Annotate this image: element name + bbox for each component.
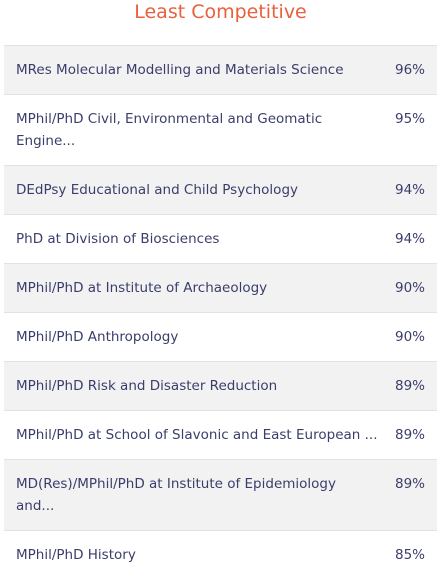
- program-name: DEdPsy Educational and Child Psychology: [16, 182, 299, 198]
- table-row: MPhil/PhD Civil, Environmental and Geoma…: [4, 94, 437, 165]
- table-row: MRes Molecular Modelling and Materials S…: [4, 45, 437, 94]
- table-row: MPhil/PhD History 85%: [4, 530, 437, 579]
- acceptance-rate: 89%: [394, 427, 425, 443]
- program-name: MPhil/PhD Risk and Disaster Reduction: [16, 378, 278, 394]
- program-name: MRes Molecular Modelling and Materials S…: [16, 62, 344, 78]
- acceptance-rate: 90%: [394, 280, 425, 296]
- table-row: MPhil/PhD at Institute of Archaeology 90%: [4, 263, 437, 312]
- program-name: MPhil/PhD at Institute of Archaeology: [16, 280, 268, 296]
- table-row: MPhil/PhD Risk and Disaster Reduction 89%: [4, 361, 437, 410]
- table-row: MPhil/PhD at School of Slavonic and East…: [4, 410, 437, 459]
- acceptance-rate: 89%: [394, 476, 425, 492]
- acceptance-rate: 85%: [394, 547, 425, 563]
- table-row: MD(Res)/MPhil/PhD at Institute of Epidem…: [4, 459, 437, 530]
- acceptance-rate: 95%: [394, 111, 425, 127]
- table-row: DEdPsy Educational and Child Psychology 9…: [4, 165, 437, 214]
- program-name: PhD at Division of Biosciences: [16, 231, 220, 247]
- program-name: MPhil/PhD Anthropology: [16, 329, 179, 345]
- program-name: MPhil/PhD History: [16, 547, 136, 563]
- program-name: MD(Res)/MPhil/PhD at Institute of Epidem…: [16, 476, 336, 514]
- acceptance-rate: 90%: [394, 329, 425, 345]
- program-name: MPhil/PhD Civil, Environmental and Geoma…: [16, 111, 323, 149]
- program-name: MPhil/PhD at School of Slavonic and East…: [16, 427, 378, 443]
- acceptance-rate: 89%: [394, 378, 425, 394]
- acceptance-rate: 94%: [394, 182, 425, 198]
- table-row: MPhil/PhD Anthropology 90%: [4, 312, 437, 361]
- table-row: PhD at Division of Biosciences 94%: [4, 214, 437, 263]
- acceptance-rate: 96%: [394, 62, 425, 78]
- ranking-table: MRes Molecular Modelling and Materials S…: [4, 45, 437, 579]
- section-title: Least Competitive: [134, 1, 307, 23]
- acceptance-rate: 94%: [394, 231, 425, 247]
